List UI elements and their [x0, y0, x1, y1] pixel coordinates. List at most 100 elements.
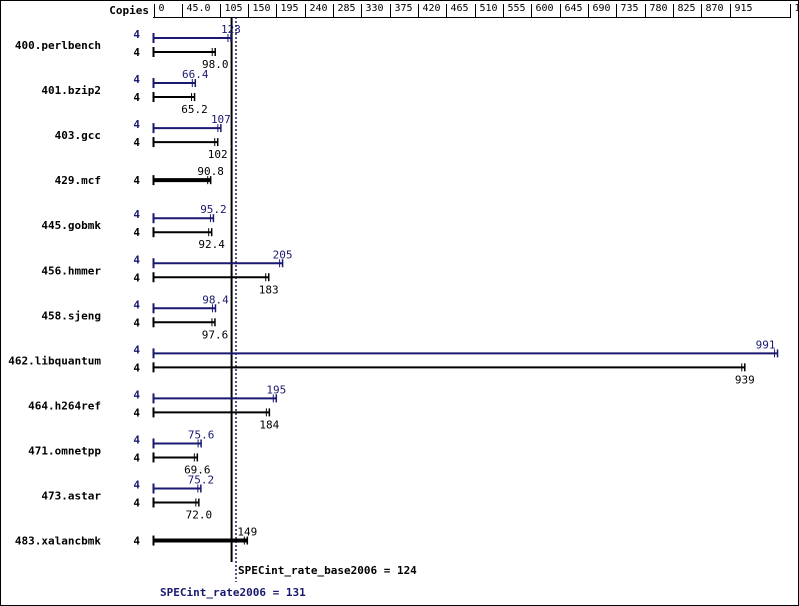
copies-header: Copies	[109, 4, 149, 17]
base-value-label: 72.0	[186, 509, 213, 522]
peak-value-label: 195	[266, 383, 286, 396]
peak-value-label: 991	[756, 338, 776, 351]
peak-value-label: 123	[221, 23, 241, 36]
x-tick-label: 1010	[795, 3, 799, 14]
base-value-label: 183	[259, 283, 279, 296]
peak-copies-label: 4	[133, 208, 140, 221]
base-value-label: 939	[735, 373, 755, 386]
x-tick-label: 420	[423, 3, 441, 14]
benchmark-name: 473.astar	[41, 490, 101, 503]
base-copies-label: 4	[133, 316, 140, 329]
x-tick-label: 285	[338, 3, 356, 14]
x-tick-label: 735	[621, 3, 639, 14]
benchmark-row: 471.omnetpp 4 4 75.6 69.6	[28, 428, 214, 476]
peak-copies-label: 4	[133, 479, 140, 492]
peak-value-label: 95.2	[200, 203, 227, 216]
reference-label-base: SPECint_rate_base2006 = 124	[238, 564, 417, 577]
peak-value-label: 205	[273, 248, 293, 261]
benchmark-row: 400.perlbench 4 4 123 98.0	[15, 23, 241, 71]
reference-labels: SPECint_rate_base2006 = 124 SPECint_rate2…	[160, 564, 417, 599]
peak-value-label: 66.4	[182, 68, 209, 81]
base-value-label: 98.0	[202, 58, 229, 71]
base-copies-label: 4	[133, 91, 140, 104]
benchmark-name: 471.omnetpp	[28, 444, 101, 457]
benchmark-row: 403.gcc 4 4 107 102	[55, 113, 231, 161]
reference-label-peak: SPECint_rate2006 = 131	[160, 586, 306, 599]
benchmark-row: 401.bzip2 4 4 66.4 65.2	[41, 68, 209, 116]
peak-value-label: 107	[211, 113, 231, 126]
peak-value-label: 75.2	[188, 474, 215, 487]
base-value-label: 69.6	[184, 463, 211, 476]
peak-copies-label: 4	[133, 118, 140, 131]
peak-value-label: 98.4	[202, 293, 229, 306]
base-value-label: 184	[259, 418, 279, 431]
base-value-label: 102	[208, 148, 228, 161]
x-tick-label: 0	[159, 3, 165, 14]
peak-copies-label: 4	[133, 298, 140, 311]
x-tick-label: 555	[508, 3, 526, 14]
x-tick-label: 150	[253, 3, 271, 14]
x-tick-label: 195	[281, 3, 299, 14]
peak-copies-label: 4	[133, 28, 140, 41]
benchmark-row: 462.libquantum 4 4 991 939	[8, 338, 779, 386]
x-tick-label: 915	[735, 3, 753, 14]
x-tick-label: 465	[451, 3, 469, 14]
x-tick-label: 45.0	[187, 3, 211, 14]
base-copies-label: 4	[133, 174, 140, 187]
base-value-label: 97.6	[202, 328, 229, 341]
peak-copies-label: 4	[133, 343, 140, 356]
base-copies-label: 4	[133, 136, 140, 149]
x-tick-label: 780	[650, 3, 668, 14]
peak-copies-label: 4	[133, 253, 140, 266]
base-copies-label: 4	[133, 406, 140, 419]
benchmark-row: 464.h264ref 4 4 195 184	[28, 383, 286, 431]
benchmark-name: 445.gobmk	[41, 219, 101, 232]
benchmark-name: 403.gcc	[55, 129, 101, 142]
reference-lines	[230, 17, 237, 582]
x-tick-label: 375	[395, 3, 413, 14]
base-copies-label: 4	[133, 451, 140, 464]
peak-copies-label: 4	[133, 433, 140, 446]
benchmark-name: 456.hmmer	[41, 264, 101, 277]
x-tick-label: 330	[366, 3, 384, 14]
benchmark-name: 429.mcf	[55, 174, 101, 187]
x-tick-label: 690	[593, 3, 611, 14]
x-tick-label: 645	[565, 3, 583, 14]
base-copies-label: 4	[133, 361, 140, 374]
base-value-label: 90.8	[197, 165, 224, 178]
base-value-label: 149	[237, 526, 257, 539]
base-copies-label: 4	[133, 535, 140, 548]
x-tick-label: 510	[480, 3, 498, 14]
x-tick-label: 240	[310, 3, 328, 14]
benchmark-name: 483.xalancbmk	[15, 535, 101, 548]
peak-copies-label: 4	[133, 73, 140, 86]
base-copies-label: 4	[133, 497, 140, 510]
benchmark-name: 458.sjeng	[41, 309, 101, 322]
benchmark-row: 483.xalancbmk 4 149	[15, 526, 257, 548]
benchmark-name: 400.perlbench	[15, 39, 101, 52]
base-copies-label: 4	[133, 46, 140, 59]
x-tick-label: 600	[536, 3, 554, 14]
base-value-label: 92.4	[198, 238, 225, 251]
benchmark-rows: 400.perlbench 4 4 123 98.0 401.bzip2 4 4 66.4 65.…	[8, 23, 779, 548]
benchmark-row: 458.sjeng 4 4 98.4 97.6	[41, 293, 229, 341]
benchmark-name: 462.libquantum	[8, 354, 101, 367]
base-copies-label: 4	[133, 271, 140, 284]
peak-value-label: 75.6	[188, 428, 215, 441]
benchmark-name: 401.bzip2	[41, 84, 101, 97]
benchmark-row: 456.hmmer 4 4 205 183	[41, 248, 292, 296]
x-tick-label: 825	[678, 3, 696, 14]
x-tick-label: 870	[706, 3, 724, 14]
benchmark-row: 429.mcf 4 90.8	[55, 165, 224, 187]
benchmark-row: 445.gobmk 4 4 95.2 92.4	[41, 203, 226, 251]
x-axis-ticks: 0 45.0 105 150 195 240 285 330 375 420 465 510 555 60…	[154, 3, 799, 17]
base-copies-label: 4	[133, 226, 140, 239]
benchmark-row: 473.astar 4 4 75.2 72.0	[41, 474, 214, 522]
x-tick-label: 105	[225, 3, 243, 14]
base-value-label: 65.2	[181, 103, 208, 116]
peak-copies-label: 4	[133, 388, 140, 401]
benchmark-name: 464.h264ref	[28, 399, 101, 412]
